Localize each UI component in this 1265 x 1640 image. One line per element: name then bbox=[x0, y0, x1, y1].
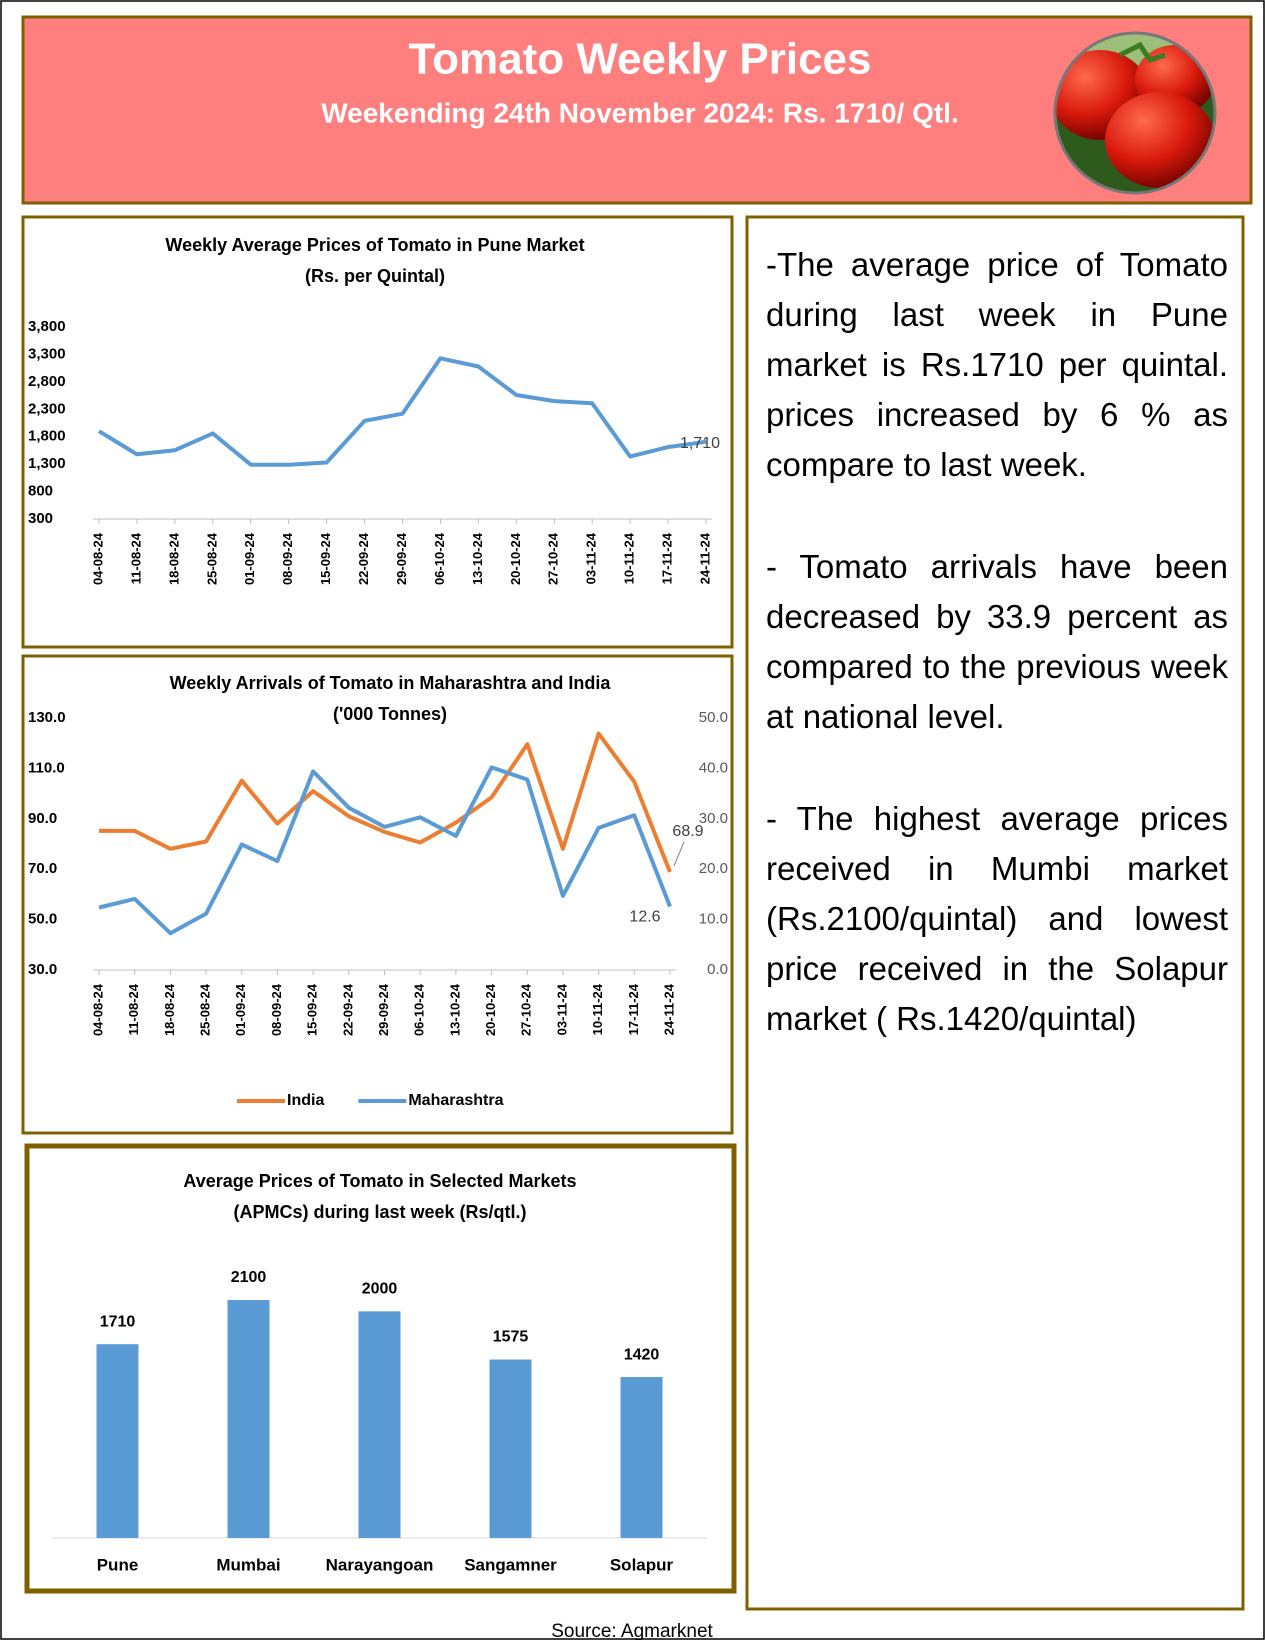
y-tick-label: 90.0 bbox=[28, 810, 57, 827]
x-tick-label: 17-11-24 bbox=[660, 532, 675, 584]
y2-tick-label: 40.0 bbox=[699, 759, 728, 776]
chart-title: Weekly Arrivals of Tomato in Maharashtra… bbox=[170, 673, 612, 693]
y-tick-label: 300 bbox=[28, 510, 53, 527]
bar bbox=[620, 1377, 663, 1538]
text-panel bbox=[745, 215, 1245, 1611]
data-label: 1710 bbox=[100, 1313, 136, 1330]
x-tick-label: 13-10-24 bbox=[447, 983, 462, 1036]
legend-label: India bbox=[287, 1092, 324, 1109]
bar bbox=[227, 1300, 270, 1538]
x-tick-label: 03-11-24 bbox=[584, 532, 599, 584]
x-tick-label: Solapur bbox=[610, 1555, 674, 1574]
x-tick-label: 15-09-24 bbox=[318, 532, 333, 585]
series-line bbox=[99, 731, 672, 873]
source-note: Source: Agmarknet bbox=[551, 1621, 713, 1640]
y2-tick-label: 20.0 bbox=[699, 860, 728, 877]
x-tick-label: 24-11-24 bbox=[661, 983, 676, 1035]
header-subtitle: Weekending 24th November 2024: Rs. 1710/… bbox=[321, 97, 959, 128]
y-tick-label: 2,800 bbox=[28, 373, 66, 390]
x-tick-label: 08-09-24 bbox=[269, 983, 284, 1036]
x-tick-label: 22-09-24 bbox=[356, 532, 371, 585]
x-tick-label: 13-10-24 bbox=[470, 532, 485, 585]
series-line bbox=[98, 765, 672, 936]
x-tick-label: 17-11-24 bbox=[626, 983, 641, 1035]
chart-title: Weekly Average Prices of Tomato in Pune … bbox=[165, 235, 584, 255]
note: - Tomato arrivals have been decreased by… bbox=[766, 548, 1228, 735]
y-tick-label: 2,300 bbox=[28, 400, 66, 417]
x-tick-label: 08-09-24 bbox=[280, 532, 295, 585]
x-tick-label: 27-10-24 bbox=[519, 983, 534, 1036]
x-tick-label: 01-09-24 bbox=[242, 532, 257, 585]
x-tick-label: 24-11-24 bbox=[697, 532, 712, 584]
y-tick-label: 130.0 bbox=[28, 709, 66, 726]
chart-subtitle: (Rs. per Quintal) bbox=[305, 266, 445, 286]
x-tick-label: 01-09-24 bbox=[233, 983, 248, 1036]
x-tick-label: 25-08-24 bbox=[204, 532, 219, 585]
y-tick-label: 1,300 bbox=[28, 455, 66, 472]
x-tick-label: 06-10-24 bbox=[412, 983, 427, 1036]
x-tick-label: 20-10-24 bbox=[508, 532, 523, 585]
x-tick-label: Mumbai bbox=[216, 1555, 280, 1574]
legend-label: Maharashtra bbox=[408, 1092, 503, 1109]
y2-tick-label: 50.0 bbox=[699, 709, 728, 726]
x-tick-label: 18-08-24 bbox=[166, 532, 181, 585]
bar bbox=[489, 1359, 532, 1538]
y-tick-label: 30.0 bbox=[28, 961, 57, 978]
y-tick-label: 1,800 bbox=[28, 428, 66, 445]
label-leader bbox=[673, 841, 685, 867]
data-label: 68.9 bbox=[672, 823, 703, 840]
x-tick-label: Pune bbox=[97, 1555, 139, 1574]
header-box bbox=[21, 15, 1253, 205]
x-tick-label: 04-08-24 bbox=[90, 983, 105, 1036]
x-tick-label: 10-11-24 bbox=[590, 983, 605, 1035]
x-tick-label: 25-08-24 bbox=[198, 983, 213, 1036]
notes: -The average price of Tomato during last… bbox=[766, 240, 1228, 1096]
note: -The average price of Tomato during last… bbox=[766, 246, 1228, 483]
note: - The highest average prices received in… bbox=[766, 800, 1228, 1037]
chart-title: Average Prices of Tomato in Selected Mar… bbox=[183, 1171, 576, 1191]
y-tick-label: 110.0 bbox=[28, 759, 65, 776]
x-tick-label: 18-08-24 bbox=[162, 983, 177, 1036]
chart-subtitle: (APMCs) during last week (Rs/qtl.) bbox=[233, 1202, 526, 1222]
y-tick-label: 3,300 bbox=[28, 345, 66, 362]
data-label: 12.6 bbox=[629, 909, 660, 926]
x-tick-label: 15-09-24 bbox=[305, 983, 320, 1036]
data-label: 1420 bbox=[624, 1346, 660, 1363]
x-tick-label: 29-09-24 bbox=[376, 983, 391, 1036]
data-label: 1575 bbox=[493, 1329, 529, 1346]
y-tick-label: 3,800 bbox=[28, 318, 66, 335]
x-tick-label: 27-10-24 bbox=[546, 532, 561, 585]
y2-tick-label: 10.0 bbox=[699, 911, 728, 928]
tomato-image bbox=[1055, 33, 1215, 193]
x-tick-label: 10-11-24 bbox=[622, 532, 637, 584]
x-tick-label: 20-10-24 bbox=[483, 983, 498, 1036]
y-tick-label: 70.0 bbox=[28, 860, 57, 877]
bar bbox=[96, 1344, 139, 1538]
header-title: Tomato Weekly Prices bbox=[408, 35, 871, 84]
data-label: 2100 bbox=[231, 1269, 267, 1286]
chart-subtitle: ('000 Tonnes) bbox=[333, 704, 447, 724]
x-tick-label: 11-08-24 bbox=[128, 532, 143, 584]
x-tick-label: 22-09-24 bbox=[340, 983, 355, 1036]
bar bbox=[358, 1311, 401, 1538]
x-tick-label: 11-08-24 bbox=[126, 983, 141, 1035]
y2-tick-label: 30.0 bbox=[699, 810, 728, 827]
x-tick-label: Narayangoan bbox=[326, 1555, 434, 1574]
x-tick-label: 29-09-24 bbox=[394, 532, 409, 585]
y-tick-label: 800 bbox=[28, 483, 53, 500]
x-tick-label: 04-08-24 bbox=[90, 532, 105, 585]
x-tick-label: Sangamner bbox=[464, 1555, 557, 1574]
tomato-image-border bbox=[1053, 31, 1217, 195]
y2-tick-label: 0.0 bbox=[707, 961, 728, 978]
x-tick-label: 03-11-24 bbox=[554, 983, 569, 1035]
chart-panel bbox=[21, 654, 734, 1135]
data-label: 2000 bbox=[362, 1281, 398, 1298]
y-tick-label: 50.0 bbox=[28, 911, 57, 928]
data-label: 1,710 bbox=[680, 435, 720, 452]
x-tick-label: 06-10-24 bbox=[432, 532, 447, 585]
series-line bbox=[97, 356, 707, 467]
